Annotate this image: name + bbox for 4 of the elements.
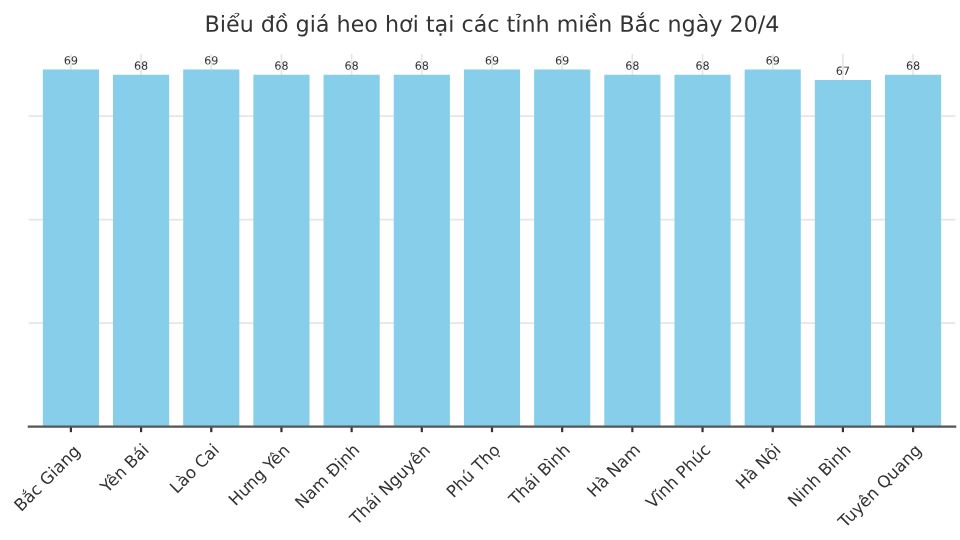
x-tick-label: Hà Nội bbox=[734, 442, 783, 492]
x-tick-label: Lào Cai bbox=[168, 442, 220, 494]
x-tick-label: Yên Bái bbox=[97, 442, 150, 494]
chart-title: Biểu đồ giá heo hơi tại các tỉnh miền Bắc ngày 20/4 bbox=[206, 12, 779, 37]
